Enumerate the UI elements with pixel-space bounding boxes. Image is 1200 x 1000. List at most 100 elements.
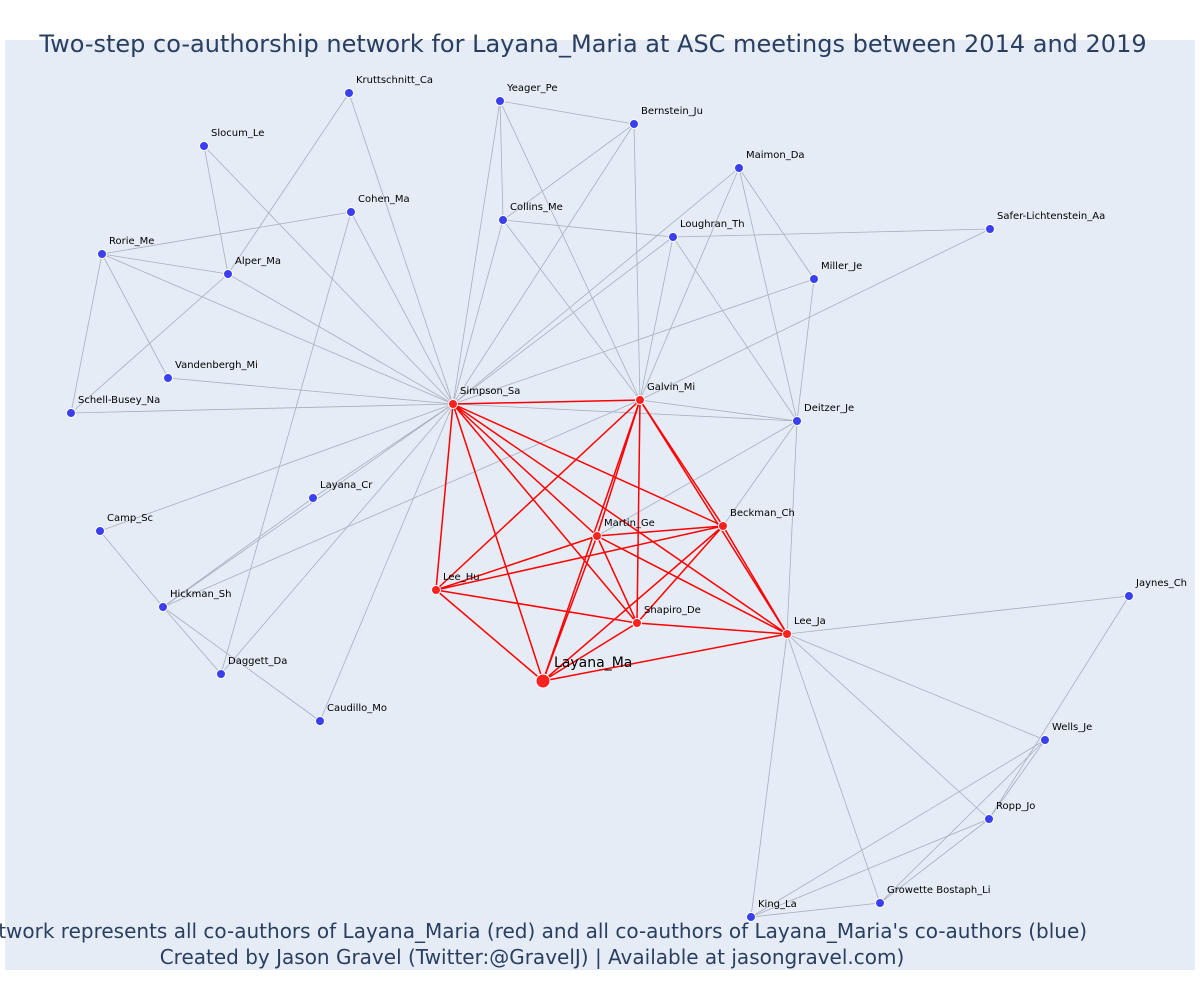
edge-yeager-pe-bernstein-ju bbox=[499, 100, 635, 125]
node-yeager-pe[interactable] bbox=[495, 96, 505, 106]
node-collins-me[interactable] bbox=[498, 215, 508, 225]
node-label-collins-me: Collins_Me bbox=[510, 202, 563, 213]
edge-lee-ja-king-la bbox=[750, 633, 788, 918]
edge-martin-ge-beckman-ch bbox=[596, 525, 724, 537]
edge-simpson-sa-camp-sc bbox=[99, 403, 454, 532]
node-bernstein-ju[interactable] bbox=[629, 119, 639, 129]
edge-layana-ma-lee-hu bbox=[435, 589, 544, 682]
edge-galvin-mi-martin-ge bbox=[596, 399, 641, 537]
node-label-vandenbergh-mi: Vandenbergh_Mi bbox=[175, 360, 258, 371]
node-jaynes-ch[interactable] bbox=[1124, 591, 1134, 601]
edge-simpson-sa-lee-ja bbox=[452, 403, 788, 635]
node-label-beckman-ch: Beckman_Ch bbox=[730, 508, 795, 519]
node-label-safer-lichtenstein-aa: Safer-Lichtenstein_Aa bbox=[997, 211, 1105, 222]
node-rorie-me[interactable] bbox=[97, 249, 107, 259]
edge-layana-ma-galvin-mi bbox=[542, 399, 641, 682]
edge-simpson-sa-deitzer-je bbox=[452, 403, 798, 422]
edge-simpson-sa-shapiro-de bbox=[452, 403, 638, 624]
node-martin-ge[interactable] bbox=[592, 531, 602, 541]
edge-simpson-sa-rorie-me bbox=[101, 253, 454, 405]
node-label-deitzer-je: Deitzer_Je bbox=[804, 403, 854, 414]
node-king-la[interactable] bbox=[746, 912, 756, 922]
edge-simpson-sa-beckman-ch bbox=[452, 403, 724, 527]
node-label-growette-bostaph-li: Growette Bostaph_Li bbox=[887, 885, 991, 896]
node-label-kruttschnitt-ca: Kruttschnitt_Ca bbox=[356, 75, 433, 86]
node-lee-hu[interactable] bbox=[431, 585, 441, 595]
node-camp-sc[interactable] bbox=[95, 526, 105, 536]
edge-layana-cr-hickman-sh bbox=[162, 497, 314, 608]
edge-simpson-sa-yeager-pe bbox=[452, 100, 501, 405]
node-beckman-ch[interactable] bbox=[718, 521, 728, 531]
edge-layana-ma-shapiro-de bbox=[542, 622, 638, 682]
edge-rorie-me-vandenbergh-mi bbox=[101, 253, 169, 379]
edge-cohen-ma-daggett-da bbox=[220, 211, 352, 675]
edge-lee-hu-shapiro-de bbox=[435, 589, 638, 624]
node-miller-je[interactable] bbox=[809, 274, 819, 284]
edge-deitzer-je-beckman-ch bbox=[722, 420, 798, 527]
caption-line-1: Network represents all co-authors of Lay… bbox=[0, 919, 1087, 943]
node-label-loughran-th: Loughran_Th bbox=[680, 219, 745, 230]
edge-ropp-jo-growette-bostaph-li bbox=[879, 818, 990, 904]
edge-camp-sc-hickman-sh bbox=[99, 530, 164, 608]
node-label-layana-ma: Layana_Ma bbox=[554, 655, 632, 671]
edge-hickman-sh-daggett-da bbox=[162, 606, 222, 675]
node-caudillo-mo[interactable] bbox=[315, 716, 325, 726]
node-ropp-jo[interactable] bbox=[984, 814, 994, 824]
node-daggett-da[interactable] bbox=[216, 669, 226, 679]
edge-jaynes-ch-ropp-jo bbox=[988, 595, 1130, 820]
node-layana-ma[interactable] bbox=[535, 673, 551, 689]
node-label-layana-cr: Layana_Cr bbox=[320, 480, 373, 491]
edge-king-la-growette-bostaph-li bbox=[750, 902, 881, 918]
node-growette-bostaph-li[interactable] bbox=[875, 898, 885, 908]
node-alper-ma[interactable] bbox=[223, 269, 233, 279]
edge-maimon-da-galvin-mi bbox=[639, 167, 740, 401]
caption-line-2: Created by Jason Gravel (Twitter:@Gravel… bbox=[160, 945, 905, 969]
edge-galvin-mi-shapiro-de bbox=[636, 399, 641, 624]
edge-alper-ma-schell-busey-na bbox=[70, 273, 229, 414]
edge-layana-ma-beckman-ch bbox=[542, 525, 724, 682]
node-galvin-mi[interactable] bbox=[635, 395, 645, 405]
edge-loughran-th-deitzer-je bbox=[672, 236, 798, 422]
node-layana-cr[interactable] bbox=[308, 493, 318, 503]
node-shapiro-de[interactable] bbox=[632, 618, 642, 628]
edge-lee-ja-growette-bostaph-li bbox=[786, 633, 881, 904]
edge-simpson-sa-collins-me bbox=[452, 219, 504, 405]
node-wells-je[interactable] bbox=[1040, 735, 1050, 745]
node-kruttschnitt-ca[interactable] bbox=[344, 88, 354, 98]
node-schell-busey-na[interactable] bbox=[66, 408, 76, 418]
edge-simpson-sa-miller-je bbox=[452, 278, 815, 405]
edge-simpson-sa-loughran-th bbox=[452, 236, 674, 405]
edge-lee-ja-ropp-jo bbox=[786, 633, 990, 820]
edge-rorie-me-cohen-ma bbox=[101, 211, 352, 255]
edge-wells-je-growette-bostaph-li bbox=[879, 739, 1046, 904]
node-label-jaynes-ch: Jaynes_Ch bbox=[1135, 578, 1187, 589]
edge-shapiro-de-lee-ja bbox=[636, 622, 788, 635]
edge-simpson-sa-martin-ge bbox=[452, 403, 598, 537]
node-label-galvin-mi: Galvin_Mi bbox=[647, 382, 695, 393]
edge-slocum-le-alper-ma bbox=[203, 145, 229, 275]
node-loughran-th[interactable] bbox=[668, 232, 678, 242]
edge-maimon-da-deitzer-je bbox=[738, 167, 798, 422]
node-slocum-le[interactable] bbox=[199, 141, 209, 151]
node-deitzer-je[interactable] bbox=[792, 416, 802, 426]
edge-simpson-sa-cohen-ma bbox=[350, 211, 454, 405]
node-maimon-da[interactable] bbox=[734, 163, 744, 173]
node-simpson-sa[interactable] bbox=[448, 399, 458, 409]
edge-simpson-sa-alper-ma bbox=[227, 273, 454, 405]
edge-loughran-th-safer-lichtenstein-aa bbox=[672, 228, 991, 238]
edge-yeager-pe-galvin-mi bbox=[499, 100, 641, 401]
node-safer-lichtenstein-aa[interactable] bbox=[985, 224, 995, 234]
edge-maimon-da-miller-je bbox=[738, 167, 815, 280]
node-vandenbergh-mi[interactable] bbox=[163, 373, 173, 383]
node-lee-ja[interactable] bbox=[782, 629, 792, 639]
node-hickman-sh[interactable] bbox=[158, 602, 168, 612]
node-label-ropp-jo: Ropp_Jo bbox=[996, 801, 1035, 812]
node-layer bbox=[66, 88, 1134, 922]
node-label-hickman-sh: Hickman_Sh bbox=[170, 589, 231, 600]
edge-galvin-mi-hickman-sh bbox=[162, 399, 641, 608]
node-label-cohen-ma: Cohen_Ma bbox=[358, 194, 410, 205]
edge-beckman-ch-lee-ja bbox=[722, 525, 788, 635]
node-cohen-ma[interactable] bbox=[346, 207, 356, 217]
edge-loughran-th-galvin-mi bbox=[639, 236, 674, 401]
